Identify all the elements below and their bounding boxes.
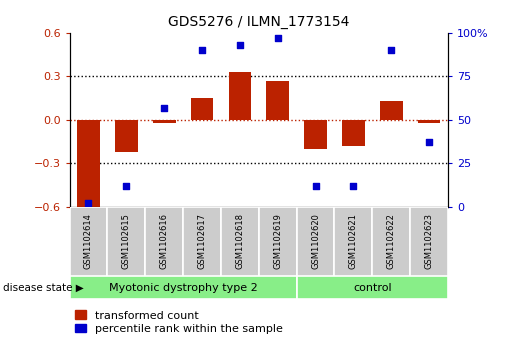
Text: GSM1102616: GSM1102616 [160,213,168,269]
Bar [380,101,403,120]
Point [122,183,130,189]
Bar [107,207,145,276]
Bar [304,120,327,149]
Point [349,183,357,189]
Point [425,139,433,145]
Text: Myotonic dystrophy type 2: Myotonic dystrophy type 2 [109,283,258,293]
Text: GSM1102617: GSM1102617 [198,213,207,269]
Bar [266,81,289,120]
Point [387,47,396,53]
Bar [297,276,448,299]
Bar [259,207,297,276]
Point [236,42,244,48]
Bar [410,207,448,276]
Point [312,183,320,189]
Bar [191,98,213,120]
Bar [229,72,251,120]
Point [160,105,168,110]
Text: GSM1102621: GSM1102621 [349,213,358,269]
Bar [70,207,107,276]
Bar [335,207,372,276]
Text: control: control [353,283,392,293]
Text: GSM1102622: GSM1102622 [387,213,396,269]
Bar [77,120,100,207]
Text: GSM1102615: GSM1102615 [122,213,131,269]
Text: GSM1102618: GSM1102618 [235,213,244,269]
Text: GSM1102623: GSM1102623 [425,213,434,269]
Text: GSM1102614: GSM1102614 [84,213,93,269]
Text: GSM1102620: GSM1102620 [311,213,320,269]
Point [273,35,282,41]
Title: GDS5276 / ILMN_1773154: GDS5276 / ILMN_1773154 [168,15,350,29]
Text: disease state ▶: disease state ▶ [3,283,83,293]
Bar [145,207,183,276]
Bar [297,207,335,276]
Bar [115,120,138,152]
Point [198,47,206,53]
Bar [70,276,297,299]
Bar [183,207,221,276]
Bar [372,207,410,276]
Bar [221,207,259,276]
Bar [418,120,440,123]
Text: GSM1102619: GSM1102619 [273,213,282,269]
Bar [342,120,365,146]
Bar [153,120,176,123]
Legend: transformed count, percentile rank within the sample: transformed count, percentile rank withi… [75,310,283,334]
Point [84,200,93,206]
